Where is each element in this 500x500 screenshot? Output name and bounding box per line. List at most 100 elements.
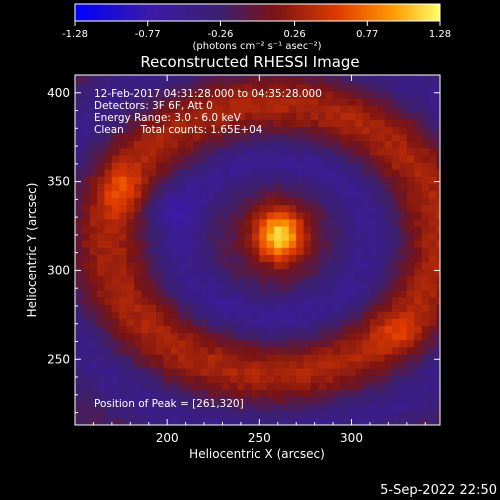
heatmap-cell	[251, 375, 260, 383]
heatmap-cell	[156, 83, 164, 92]
heatmap-cell	[414, 190, 423, 199]
heatmap-cell	[178, 240, 187, 248]
heatmap-cell	[310, 119, 319, 128]
heatmap-cell	[111, 375, 120, 383]
heatmap-cell	[399, 361, 408, 369]
heatmap-cell	[414, 218, 423, 227]
heatmap-cell	[192, 346, 201, 355]
heatmap-cell	[303, 311, 312, 319]
heatmap-cell	[170, 90, 179, 99]
heatmap-cell	[384, 396, 393, 405]
heatmap-cell	[75, 119, 83, 128]
heatmap-cell	[259, 204, 268, 213]
heatmap-cell	[318, 375, 327, 383]
heatmap-cell	[266, 396, 275, 405]
heatmap-cell	[192, 197, 201, 206]
heatmap-cell	[340, 339, 349, 348]
heatmap-cell	[148, 403, 157, 412]
heatmap-cell	[266, 332, 275, 341]
heatmap-cell	[436, 247, 441, 255]
heatmap-cell	[318, 211, 327, 220]
heatmap-cell	[428, 403, 437, 412]
heatmap-cell	[369, 403, 378, 412]
heatmap-cell	[421, 389, 430, 398]
heatmap-cell	[266, 112, 275, 120]
heatmap-cell	[237, 233, 246, 241]
heatmap-cell	[399, 112, 408, 120]
heatmap-cell	[362, 247, 371, 255]
heatmap-cell	[251, 105, 260, 113]
heatmap-cell	[222, 162, 231, 170]
heatmap-cell	[288, 275, 297, 284]
heatmap-cell	[207, 126, 216, 135]
heatmap-cell	[392, 268, 400, 277]
heatmap-cell	[178, 304, 187, 312]
heatmap-cell	[274, 375, 282, 383]
heatmap-cell	[436, 162, 441, 170]
heatmap-cell	[156, 275, 164, 284]
heatmap-cell	[222, 176, 231, 184]
heatmap-cell	[406, 325, 415, 334]
heatmap-cell	[347, 154, 356, 163]
heatmap-cell	[192, 403, 201, 412]
heatmap-cell	[414, 410, 423, 419]
heatmap-cell	[436, 318, 441, 327]
heatmap-cell	[355, 183, 364, 191]
heatmap-cell	[355, 339, 364, 348]
heatmap-cell	[318, 325, 327, 334]
heatmap-cell	[362, 261, 371, 270]
heatmap-cell	[340, 162, 349, 170]
heatmap-cell	[333, 76, 341, 85]
heatmap-cell	[192, 83, 201, 92]
heatmap-cell	[133, 325, 142, 334]
heatmap-cell	[251, 275, 260, 284]
heatmap-cell	[406, 304, 415, 312]
heatmap-cell	[141, 183, 150, 191]
heatmap-cell	[133, 368, 142, 376]
heatmap-cell	[156, 112, 164, 120]
heatmap-cell	[104, 375, 113, 383]
heatmap-cell	[436, 126, 441, 135]
heatmap-cell	[362, 254, 371, 263]
heatmap-cell	[170, 297, 179, 305]
heatmap-cell	[170, 275, 179, 284]
heatmap-cell	[251, 311, 260, 319]
heatmap-cell	[421, 133, 430, 142]
heatmap-cell	[178, 410, 187, 419]
heatmap-cell	[266, 126, 275, 135]
heatmap-cell	[156, 154, 164, 163]
heatmap-cell	[340, 311, 349, 319]
heatmap-cell	[97, 162, 105, 170]
heatmap-cell	[170, 240, 179, 248]
heatmap-cell	[369, 218, 378, 227]
heatmap-cell	[222, 261, 231, 270]
heatmap-cell	[163, 368, 172, 376]
heatmap-cell	[281, 297, 290, 305]
heatmap-cell	[392, 375, 400, 383]
heatmap-cell	[237, 332, 246, 341]
heatmap-cell	[369, 275, 378, 284]
heatmap-cell	[436, 76, 441, 85]
heatmap-cell	[237, 211, 246, 220]
heatmap-cell	[347, 403, 356, 412]
heatmap-cell	[111, 83, 120, 92]
heatmap-cell	[274, 339, 282, 348]
heatmap-cell	[414, 112, 423, 120]
heatmap-cell	[200, 382, 209, 390]
heatmap-cell	[318, 83, 327, 92]
heatmap-cell	[222, 197, 231, 206]
heatmap-cell	[170, 325, 179, 334]
heatmap-cell	[392, 240, 400, 248]
heatmap-cell	[237, 403, 246, 412]
heatmap-cell	[421, 297, 430, 305]
heatmap-cell	[377, 105, 386, 113]
heatmap-cell	[237, 346, 246, 355]
heatmap-cell	[156, 375, 164, 383]
heatmap-cell	[333, 119, 341, 128]
heatmap-cell	[347, 375, 356, 383]
heatmap-cell	[82, 353, 91, 362]
heatmap-cell	[303, 76, 312, 85]
heatmap-cell	[266, 183, 275, 191]
heatmap-cell	[126, 140, 135, 149]
